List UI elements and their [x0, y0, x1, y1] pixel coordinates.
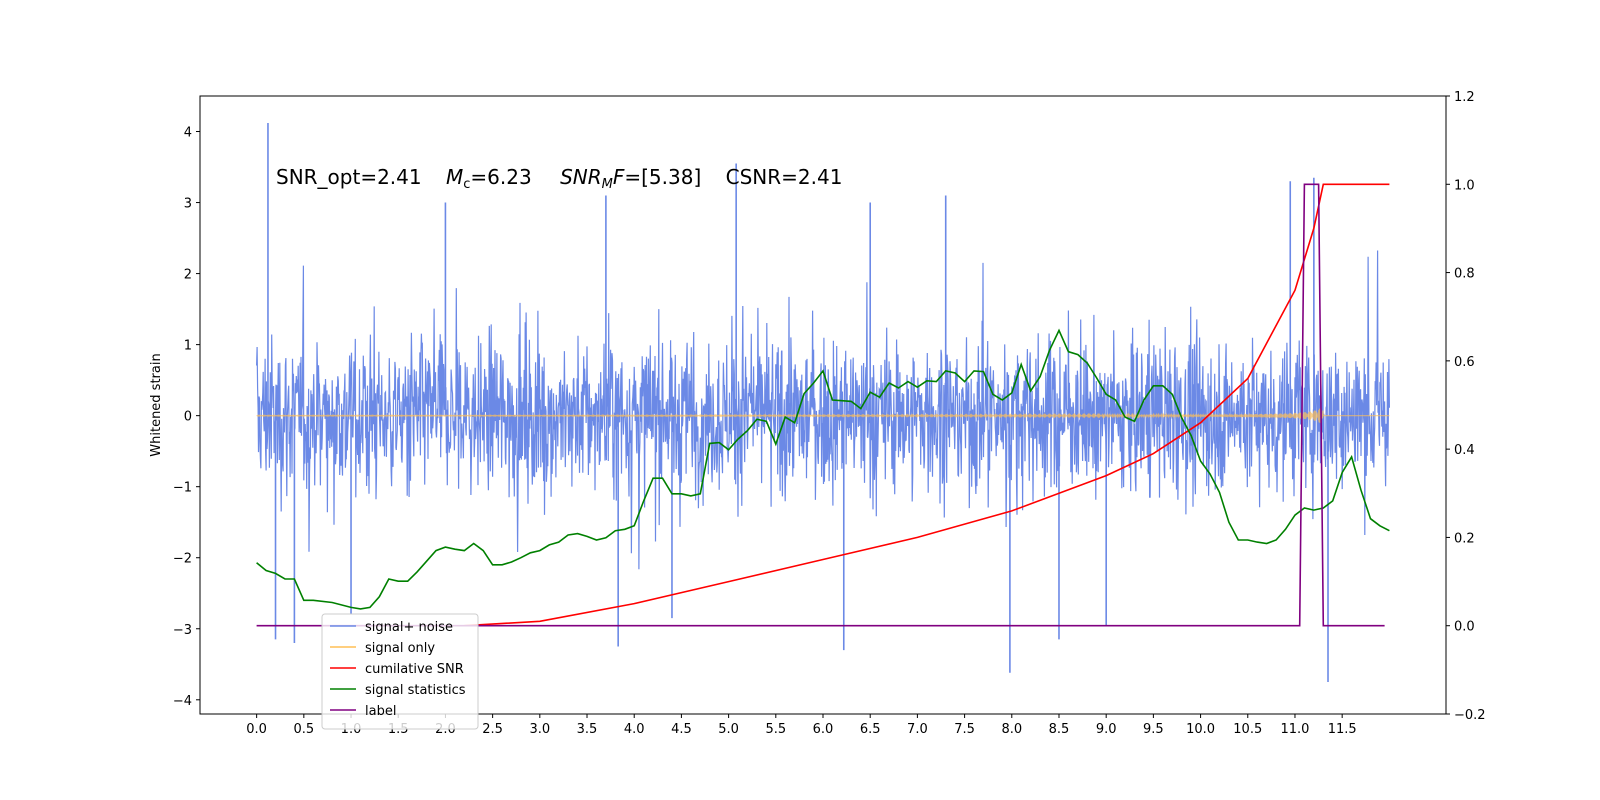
x-tick-label: 10.0 [1186, 722, 1215, 737]
x-tick-label: 2.5 [482, 722, 503, 737]
legend: signal+ noise signal only cumilative SNR si… [321, 613, 479, 730]
y-right-tick-label: 1.2 [1454, 90, 1475, 105]
x-tick-label: 4.0 [624, 722, 645, 737]
series-signal-noise [256, 250, 1390, 570]
x-tick-label: 11.5 [1328, 722, 1357, 737]
x-tick-label: 8.5 [1049, 722, 1070, 737]
y-left-tick-label: −1 [173, 481, 192, 496]
x-tick-label: 3.0 [529, 722, 550, 737]
x-tick-label: 7.0 [907, 722, 928, 737]
legend-label: signal statistics [365, 683, 466, 698]
y-left-tick-label: 1 [184, 339, 192, 354]
y-left-tick-label: −3 [173, 623, 192, 638]
annotation-csnr: CSNR=2.41 [726, 165, 843, 189]
y-left-tick-label: 2 [184, 268, 192, 283]
x-tick-label: 11.0 [1280, 722, 1309, 737]
x-tick-label: 10.5 [1233, 722, 1262, 737]
legend-label: signal only [365, 641, 435, 656]
annotation-mc-sub: c [463, 177, 470, 192]
annotation-mc-symbol: M [446, 165, 463, 189]
legend-label: signal+ noise [365, 620, 453, 635]
x-tick-label: 5.0 [718, 722, 739, 737]
series-signal-statistics [256, 328, 1390, 610]
y-right-tick-label: 0.4 [1454, 443, 1475, 458]
x-tick-label: 0.5 [293, 722, 314, 737]
annotation-snrmf-symbol: SNR [560, 165, 602, 189]
y-left-tick-label: 3 [184, 197, 192, 212]
y-axis-label: Whitened strain [149, 353, 164, 456]
annotation-snr-opt: SNR_opt=2.41 [276, 165, 422, 189]
annotation-snrmf-F: F [613, 165, 625, 189]
legend-box [321, 613, 479, 730]
chart-annotation: SNR_opt=2.41 Mc=6.23 SNRMF=[5.38] CSNR=2… [276, 165, 842, 192]
y-right-tick-label: 0.6 [1454, 355, 1475, 370]
y-left-tick-label: 0 [184, 410, 192, 425]
annotation-snrmf-value: =[5.38] [624, 165, 701, 189]
y-right-tick-label: 0.2 [1454, 531, 1475, 546]
legend-label: label [365, 704, 396, 719]
x-tick-label: 0.0 [246, 722, 267, 737]
x-tick-label: 3.5 [577, 722, 598, 737]
series-cumilative-snr [464, 183, 1390, 627]
x-tick-label: 6.0 [813, 722, 834, 737]
legend-label: cumilative SNR [365, 662, 464, 677]
series-layer [256, 122, 1390, 683]
series-signal-only [256, 408, 1390, 423]
x-tick-label: 4.5 [671, 722, 692, 737]
y-left-tick-label: 4 [184, 126, 192, 141]
y-right-tick-label: 0.8 [1454, 267, 1475, 282]
x-tick-label: 7.5 [954, 722, 975, 737]
y-right-tick-label: −0.2 [1454, 708, 1486, 723]
x-tick-label: 6.5 [860, 722, 881, 737]
y-right-tick-label: 1.0 [1454, 178, 1475, 193]
annotation-snrmf-sub: M [602, 177, 613, 192]
y-left-tick-label: −4 [173, 694, 192, 709]
annotation-mc-value: =6.23 [470, 165, 531, 189]
y-left-tick-label: −2 [173, 552, 192, 567]
x-tick-label: 5.5 [765, 722, 786, 737]
y-right-tick-label: 0.0 [1454, 620, 1475, 635]
axes-layer: 0.00.51.01.52.02.53.03.54.04.55.05.56.06… [173, 90, 1486, 737]
series-label [256, 183, 1385, 627]
x-tick-label: 9.0 [1096, 722, 1117, 737]
x-tick-label: 9.5 [1143, 722, 1164, 737]
x-tick-label: 8.0 [1001, 722, 1022, 737]
